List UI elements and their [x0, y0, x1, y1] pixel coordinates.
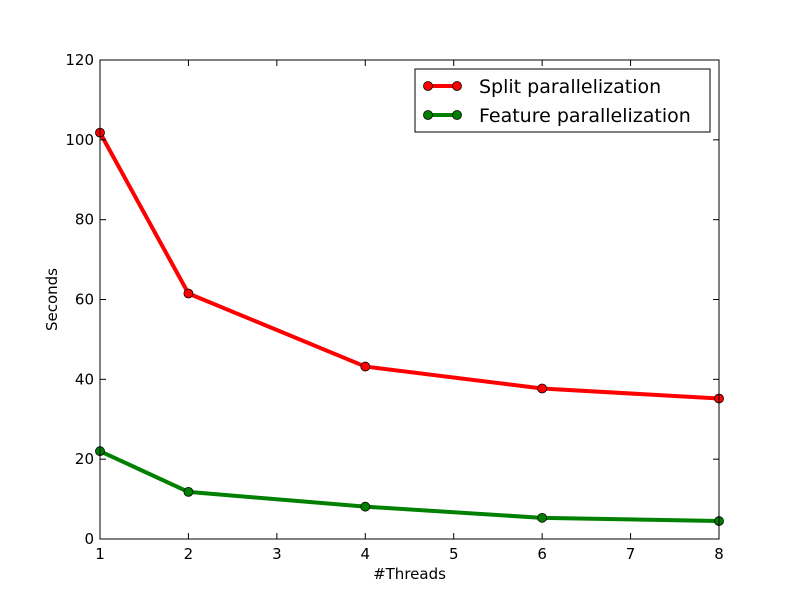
x-tick-label: 4: [361, 545, 371, 563]
data-point: [537, 512, 548, 523]
x-tick-label: 5: [449, 545, 459, 563]
legend-marker: [452, 81, 462, 91]
data-point: [183, 288, 194, 299]
y-axis-title: Seconds: [43, 268, 61, 331]
y-tick-label: 120: [65, 51, 94, 69]
data-point: [537, 383, 548, 394]
y-tick-label: 40: [75, 370, 94, 388]
legend-item-0: Split parallelization: [423, 76, 661, 98]
legend-item-1: Feature parallelization: [423, 105, 691, 127]
series-0: [95, 127, 724, 404]
data-point: [360, 361, 371, 372]
plot-frame: [99, 59, 720, 540]
legend-box: [414, 68, 711, 133]
x-axis-title: #Threads: [373, 565, 446, 583]
y-tick-label: 100: [65, 131, 94, 149]
legend-label: Split parallelization: [479, 76, 661, 98]
x-tick-label: 2: [184, 545, 194, 563]
y-tick-label: 80: [75, 211, 94, 229]
data-point: [360, 501, 371, 512]
y-tick-label: 20: [75, 450, 94, 468]
x-tick-label: 6: [537, 545, 547, 563]
x-tick-label: 8: [714, 545, 724, 563]
legend: Split parallelization Feature paralleliza…: [414, 68, 711, 133]
legend-marker: [452, 110, 462, 120]
x-tick-label: 3: [272, 545, 282, 563]
x-tick-label: 7: [626, 545, 636, 563]
y-tick-label: 0: [84, 530, 94, 548]
legend-marker: [423, 81, 433, 91]
data-point: [183, 486, 194, 497]
x-tick-label: 1: [95, 545, 105, 563]
legend-marker: [423, 110, 433, 120]
y-tick-label: 60: [75, 291, 94, 309]
legend-label: Feature parallelization: [479, 105, 691, 127]
